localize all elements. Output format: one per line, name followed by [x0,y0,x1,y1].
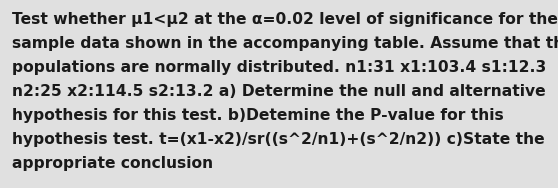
Text: hypothesis test. t=(x1-x2)/sr((s^2/n1)+(s^2/n2)) c)State the: hypothesis test. t=(x1-x2)/sr((s^2/n1)+(… [12,132,545,147]
Text: hypothesis for this test. b)Detemine the P-value for this: hypothesis for this test. b)Detemine the… [12,108,504,123]
Text: Test whether μ1<μ2 at the α=0.02 level of significance for the: Test whether μ1<μ2 at the α=0.02 level o… [12,12,558,27]
Text: appropriate conclusion: appropriate conclusion [12,156,213,171]
Text: sample data shown in the accompanying table. Assume that the: sample data shown in the accompanying ta… [12,36,558,51]
Text: populations are normally distributed. n1:31 x1:103.4 s1:12.3: populations are normally distributed. n1… [12,60,546,75]
Text: n2:25 x2:114.5 s2:13.2 a) Determine the null and alternative: n2:25 x2:114.5 s2:13.2 a) Determine the … [12,84,546,99]
